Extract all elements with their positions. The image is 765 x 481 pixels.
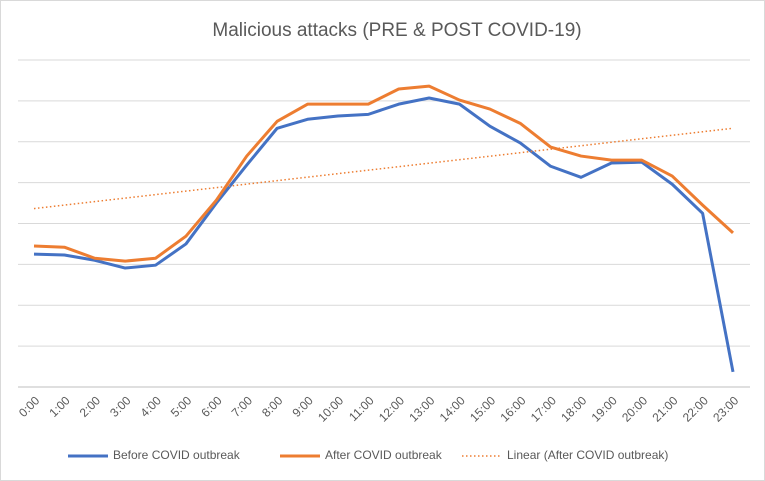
- trendline: [33, 127, 734, 210]
- legend-label: After COVID outbreak: [325, 448, 443, 462]
- data-line: [33, 84, 735, 263]
- data-line: [33, 96, 735, 373]
- legend-label: Linear (After COVID outbreak): [507, 448, 668, 462]
- legend-label: Before COVID outbreak: [113, 448, 241, 462]
- chart-title: Malicious attacks (PRE & POST COVID-19): [212, 20, 581, 41]
